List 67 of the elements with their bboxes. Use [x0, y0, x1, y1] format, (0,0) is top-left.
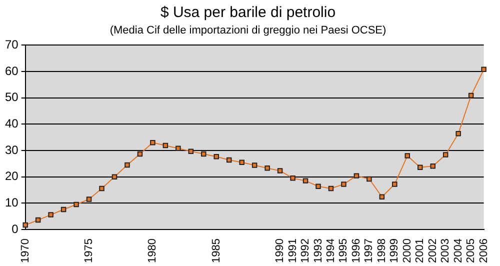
x-tick-label: 1996 [350, 238, 362, 264]
point [74, 202, 79, 208]
point [60, 206, 66, 212]
point [124, 162, 130, 168]
x-tick-label: 1994 [325, 238, 338, 264]
point [226, 157, 232, 163]
point [99, 186, 104, 192]
point [302, 178, 308, 184]
y-tick-label: 50 [4, 90, 19, 104]
x-tick-label: 2001 [414, 238, 426, 264]
x-tick-label: 1980 [146, 238, 159, 264]
x-tick-label: 1993 [312, 238, 324, 264]
point [201, 151, 206, 157]
point [277, 168, 283, 174]
point [252, 162, 258, 168]
point [366, 176, 372, 182]
y-tick-label: 60 [4, 64, 19, 78]
point [341, 182, 346, 187]
point [137, 151, 143, 157]
point [418, 164, 423, 170]
point [214, 154, 219, 160]
x-tick-label: 1992 [300, 238, 312, 264]
x-tick-label: 1990 [274, 238, 286, 264]
point [456, 131, 461, 136]
point [316, 184, 321, 189]
x-tick-label: 1975 [83, 238, 96, 264]
point [442, 152, 448, 158]
point [430, 163, 436, 169]
x-tick-label: 2002 [426, 238, 439, 264]
y-tick-label: 10 [4, 196, 19, 210]
point [290, 176, 296, 181]
chart-subtitle: (Media Cif delle importazioni di greggio nei Paesi OCSE) [110, 24, 386, 37]
x-tick-label: 1970 [19, 238, 32, 264]
x-tick-label: 1995 [338, 238, 350, 264]
x-tick-label: 1991 [286, 238, 299, 264]
x-tick-label: 1997 [363, 238, 376, 264]
point [328, 186, 334, 192]
chart-title: $ Usa per barile di petrolio [160, 4, 336, 22]
point [379, 194, 385, 200]
y-tick-label: 70 [4, 38, 19, 52]
point [404, 153, 410, 158]
point [354, 173, 360, 178]
point [264, 166, 270, 171]
point [481, 66, 486, 72]
y-tick-label: 40 [4, 116, 19, 131]
point [150, 140, 156, 146]
point [86, 196, 92, 202]
point [48, 212, 54, 218]
y-tick-label: 20 [4, 169, 19, 184]
x-tick-label: 2000 [401, 238, 414, 264]
x-tick-label: 2004 [452, 238, 464, 264]
point [392, 182, 398, 187]
x-tick-label: 2005 [465, 238, 478, 264]
x-tick-label: 1998 [376, 238, 388, 264]
point [35, 217, 41, 223]
point [162, 142, 168, 148]
y-tick-label: 0 [12, 222, 19, 236]
y-tick-label: 30 [4, 142, 19, 157]
point [112, 174, 118, 180]
x-tick-label: 1999 [388, 238, 401, 264]
x-tick-label: 2006 [478, 238, 490, 264]
x-tick-label: 1985 [210, 238, 222, 264]
point [176, 146, 181, 152]
point [188, 148, 194, 154]
x-tick-label: 2003 [440, 238, 452, 264]
point [468, 92, 474, 98]
point [239, 160, 244, 165]
